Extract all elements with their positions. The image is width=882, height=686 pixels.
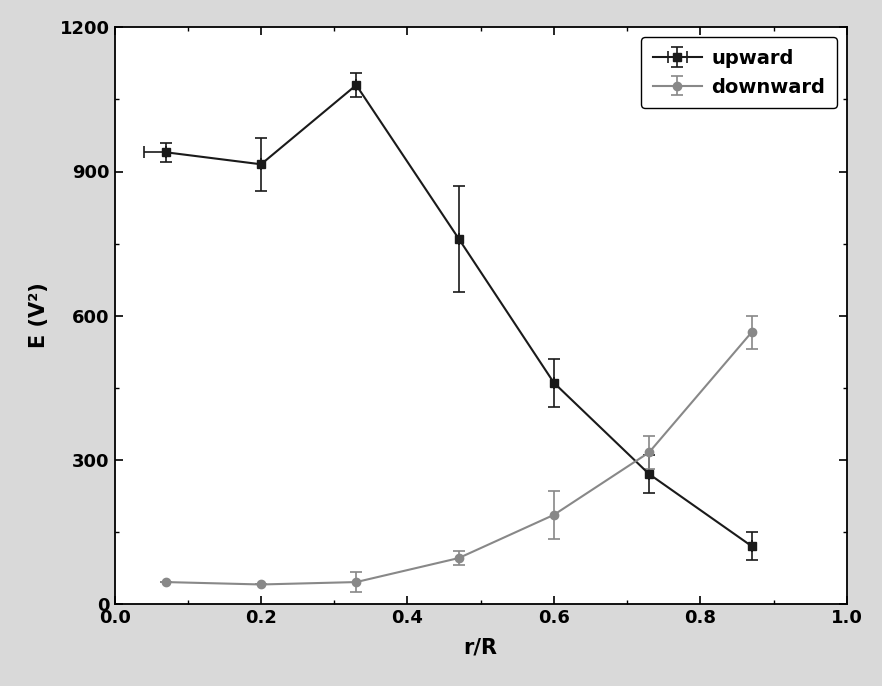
Legend: upward, downward: upward, downward (641, 37, 837, 108)
X-axis label: r/R: r/R (464, 638, 497, 658)
Y-axis label: E (V²): E (V²) (29, 283, 49, 348)
